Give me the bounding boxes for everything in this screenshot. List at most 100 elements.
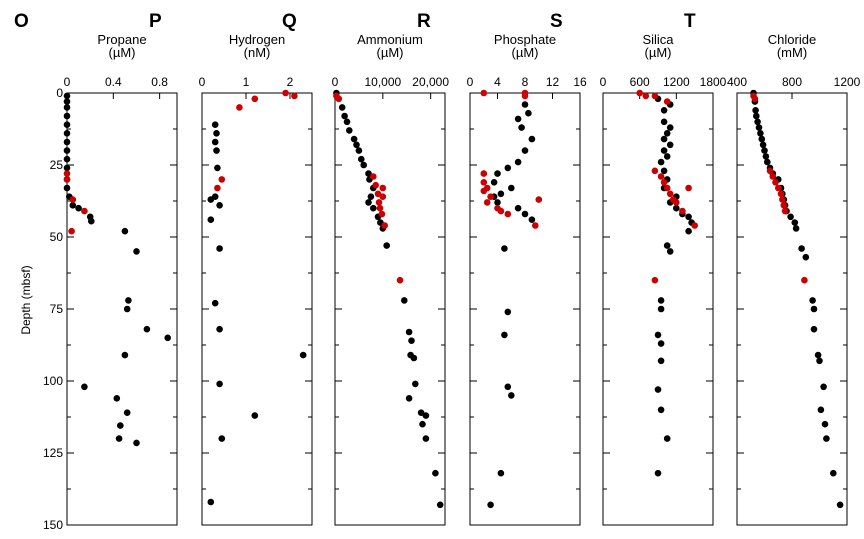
data-point-red xyxy=(282,89,289,97)
data-point-black xyxy=(338,104,346,111)
data-point-red xyxy=(801,276,808,284)
data-point-red xyxy=(497,207,505,215)
data-point-black xyxy=(663,435,671,442)
data-point-black xyxy=(663,130,671,137)
y-tick-label: 125 xyxy=(43,446,63,460)
panel-unit: (µM) xyxy=(109,45,136,60)
data-point-black xyxy=(370,204,377,212)
data-point-black xyxy=(365,199,372,206)
y-tick-label: 0 xyxy=(56,86,63,100)
data-point-black xyxy=(660,167,668,175)
data-point-red xyxy=(81,207,88,215)
data-point-black xyxy=(752,107,759,114)
panel-title: Ammonium xyxy=(357,32,423,47)
data-point-black xyxy=(754,118,761,126)
panel-letter: S xyxy=(550,11,563,32)
data-point-black xyxy=(814,351,822,359)
x-tick-label: 12 xyxy=(546,75,560,89)
data-point-red xyxy=(521,92,529,100)
data-point-black xyxy=(497,469,505,477)
data-point-black xyxy=(528,135,536,143)
data-point-black xyxy=(755,124,763,131)
y-axis-title: Depth (mbsf) xyxy=(19,265,33,334)
data-point-red xyxy=(775,184,782,192)
data-point-black xyxy=(657,340,665,347)
data-point-red xyxy=(376,204,384,212)
data-point-black xyxy=(216,325,223,333)
plot-frame xyxy=(201,92,313,526)
data-point-black xyxy=(663,153,671,160)
data-point-black xyxy=(63,92,71,100)
panel-letter: Q xyxy=(282,11,297,32)
data-point-black xyxy=(143,325,151,333)
data-point-black xyxy=(762,153,770,160)
data-point-red xyxy=(777,190,785,198)
data-point-red xyxy=(214,184,221,192)
data-point-black xyxy=(759,141,767,149)
x-tick-label: 0 xyxy=(332,75,339,89)
data-point-black xyxy=(436,501,444,509)
data-point-red xyxy=(651,276,659,284)
data-point-red xyxy=(636,89,643,97)
data-point-black xyxy=(412,380,419,388)
panel-unit: (µM) xyxy=(377,45,404,60)
data-point-black xyxy=(497,190,505,198)
data-point-black xyxy=(494,170,501,177)
data-point-black xyxy=(115,435,123,442)
data-point-red xyxy=(535,196,543,203)
panel-unit: (nM) xyxy=(244,45,271,60)
x-tick-label: 0 xyxy=(64,75,71,89)
x-tick-label: 8 xyxy=(522,75,529,89)
data-point-black xyxy=(63,121,71,128)
data-point-black xyxy=(685,213,692,221)
data-point-red xyxy=(691,222,698,229)
data-point-black xyxy=(133,439,140,447)
data-point-black xyxy=(88,217,95,225)
data-point-black xyxy=(521,210,529,218)
panel-letter: R xyxy=(417,11,431,32)
panel-title: Hydrogen xyxy=(229,32,285,47)
data-point-black xyxy=(383,242,391,249)
data-point-black xyxy=(213,147,220,154)
data-point-black xyxy=(666,141,674,149)
data-point-red xyxy=(651,167,659,175)
data-point-black xyxy=(504,308,512,316)
data-point-black xyxy=(666,124,674,131)
data-point-black xyxy=(63,164,71,172)
data-point-black xyxy=(657,297,665,304)
data-point-red xyxy=(666,190,674,198)
x-tick-label: 800 xyxy=(782,75,802,89)
panel-s: S Silica(µM) 0 600 1200 1800 xyxy=(550,11,727,526)
x-tick-label: 1800 xyxy=(700,75,727,89)
data-point-black xyxy=(432,469,439,477)
data-point-black xyxy=(422,435,430,442)
data-point-black xyxy=(514,204,522,212)
data-point-black xyxy=(802,253,810,261)
data-point-black xyxy=(63,98,71,105)
data-point-black xyxy=(81,383,88,391)
data-point-black xyxy=(211,299,219,307)
data-point-black xyxy=(810,305,818,313)
data-point-black xyxy=(121,227,129,235)
data-point-black xyxy=(508,392,515,399)
data-point-red xyxy=(236,104,243,111)
data-point-black xyxy=(117,422,124,429)
data-point-black xyxy=(663,242,671,249)
data-point-black xyxy=(660,118,668,126)
data-point-black xyxy=(821,420,829,428)
x-tick-label: 4 xyxy=(494,75,501,89)
data-point-black xyxy=(657,305,665,313)
x-tick-label: 10,000 xyxy=(364,75,401,89)
data-point-red xyxy=(68,227,75,235)
data-point-red xyxy=(679,207,686,215)
data-point-red xyxy=(480,187,488,195)
x-tick-label: 0 xyxy=(600,75,607,89)
x-tick-label: 0.4 xyxy=(105,75,122,89)
data-point-black xyxy=(207,196,215,203)
data-point-black xyxy=(761,147,768,154)
data-point-black xyxy=(816,357,823,365)
panel-title: Silica xyxy=(642,32,674,47)
data-point-black xyxy=(654,331,662,339)
data-point-black xyxy=(419,420,426,428)
data-point-black xyxy=(654,469,662,477)
